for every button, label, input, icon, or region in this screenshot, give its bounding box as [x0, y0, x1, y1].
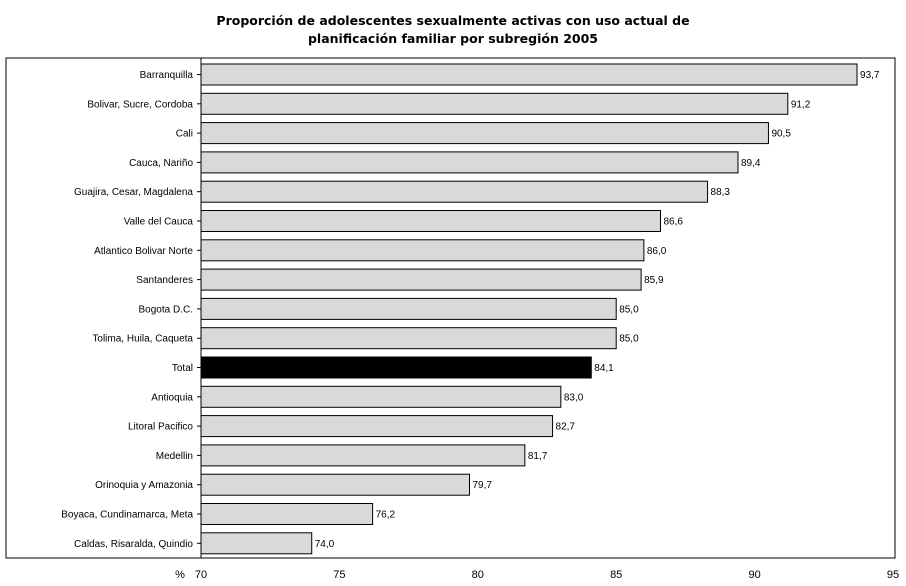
bar — [200, 210, 661, 232]
chart-frame — [5, 57, 896, 559]
bar — [200, 297, 617, 320]
value-label: 82,7 — [556, 422, 576, 433]
value-label: 86,6 — [663, 217, 683, 228]
value-label: 84,1 — [594, 363, 614, 374]
category-label: Medellin — [156, 451, 193, 462]
bar — [200, 415, 554, 438]
value-label: 83,0 — [564, 392, 584, 403]
x-unit-label: % — [175, 569, 185, 581]
category-label: Total — [172, 363, 193, 374]
category-label: Caldas, Risaralda, Quindio — [74, 539, 193, 550]
value-label: 79,7 — [472, 480, 492, 491]
value-label: 85,9 — [644, 275, 664, 286]
category-label: Bolivar, Sucre, Cordoba — [87, 99, 193, 110]
category-label: Cali — [176, 129, 193, 140]
value-label: 74,0 — [315, 539, 335, 550]
value-label: 85,0 — [619, 304, 639, 315]
category-label: Guajira, Cesar, Magdalena — [74, 187, 193, 198]
category-label: Tolima, Huila, Caqueta — [92, 334, 193, 345]
chart-title-line-1: Proporción de adolescentes sexualmente a… — [216, 13, 690, 28]
bar — [200, 532, 313, 555]
x-tick-label: 95 — [887, 569, 899, 581]
category-label: Bogota D.C. — [139, 304, 193, 315]
bar — [200, 385, 562, 408]
x-tick-label: 85 — [610, 569, 622, 581]
value-label: 89,4 — [741, 158, 761, 169]
bar — [200, 503, 374, 525]
chart-title: Proporción de adolescentes sexualmente a… — [0, 12, 906, 48]
category-label: Barranquilla — [140, 70, 194, 81]
value-label: 81,7 — [528, 451, 548, 462]
bar — [200, 180, 709, 203]
category-label: Litoral Pacifico — [128, 422, 193, 433]
category-label: Atlantico Bolivar Norte — [94, 246, 193, 257]
category-label: Orinoquia y Amazonia — [95, 480, 193, 491]
bar — [200, 473, 470, 496]
x-tick-label: 70 — [195, 569, 207, 581]
bar — [200, 268, 642, 291]
bar — [200, 444, 526, 467]
chart-title-line-2: planificación familiar por subregión 200… — [307, 31, 599, 46]
bar-total — [200, 356, 592, 379]
bar — [200, 239, 645, 262]
category-label: Boyaca, Cundinamarca, Meta — [61, 510, 193, 521]
value-label: 88,3 — [711, 187, 731, 198]
bar — [200, 63, 858, 86]
value-label: 90,5 — [771, 129, 791, 140]
category-label: Cauca, Nariño — [129, 158, 193, 169]
value-label: 85,0 — [619, 334, 639, 345]
bar — [200, 92, 789, 115]
value-label: 91,2 — [791, 99, 811, 110]
x-tick-label: 75 — [333, 569, 345, 581]
bar — [200, 122, 769, 145]
category-label: Valle del Cauca — [124, 217, 194, 228]
value-label: 93,7 — [860, 70, 880, 81]
bar — [200, 151, 739, 174]
value-label: 86,0 — [647, 246, 667, 257]
category-label: Santanderes — [136, 275, 193, 286]
x-tick-label: 80 — [472, 569, 484, 581]
bar — [200, 327, 617, 350]
value-label: 76,2 — [376, 510, 396, 521]
category-label: Antioquia — [151, 392, 193, 403]
x-tick-label: 90 — [748, 569, 760, 581]
